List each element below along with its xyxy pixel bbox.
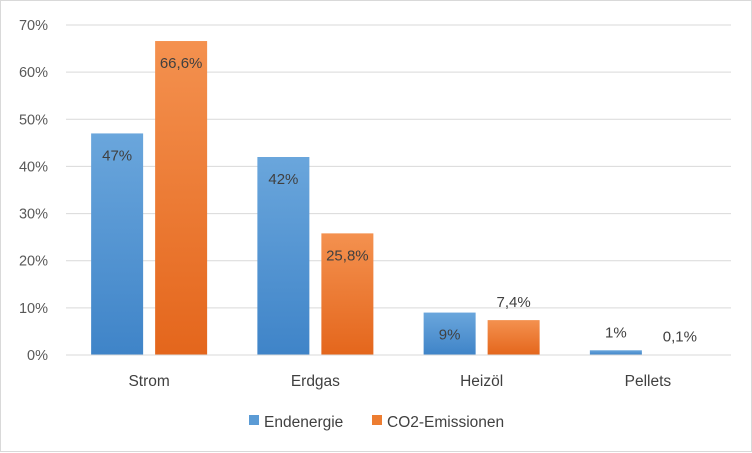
data-label: 42%	[268, 171, 298, 188]
bar-co2-emissionen-strom	[155, 41, 207, 355]
category-label: Heizöl	[460, 373, 503, 390]
bar-co2-emissionen-heiz-l	[488, 320, 540, 355]
y-tick-label: 60%	[19, 65, 48, 81]
data-label: 47%	[102, 147, 132, 164]
y-tick-label: 30%	[19, 207, 48, 223]
data-label: 9%	[439, 327, 461, 344]
y-tick-label: 20%	[19, 254, 48, 270]
y-tick-label: 0%	[27, 348, 48, 364]
legend-swatch-endenergie	[249, 415, 259, 425]
y-tick-label: 50%	[19, 112, 48, 128]
y-tick-label: 70%	[19, 18, 48, 34]
data-label: 1%	[605, 324, 627, 341]
data-label: 25,8%	[326, 247, 369, 264]
data-label: 7,4%	[497, 294, 531, 311]
data-label: 0,1%	[663, 329, 697, 346]
category-label: Strom	[128, 373, 169, 390]
legend-label: CO2-Emissionen	[387, 414, 504, 431]
legend-label: Endenergie	[264, 414, 343, 431]
data-label: 66,6%	[160, 55, 203, 72]
legend: Endenergie CO2-Emissionen	[249, 414, 504, 431]
category-label: Pellets	[625, 373, 672, 390]
category-label: Erdgas	[291, 373, 340, 390]
bar-endenergie-pellets	[590, 350, 642, 355]
y-tick-label: 10%	[19, 301, 48, 317]
bar-endenergie-strom	[91, 133, 143, 355]
y-tick-label: 40%	[19, 159, 48, 175]
legend-swatch-co2-emissionen	[372, 415, 382, 425]
